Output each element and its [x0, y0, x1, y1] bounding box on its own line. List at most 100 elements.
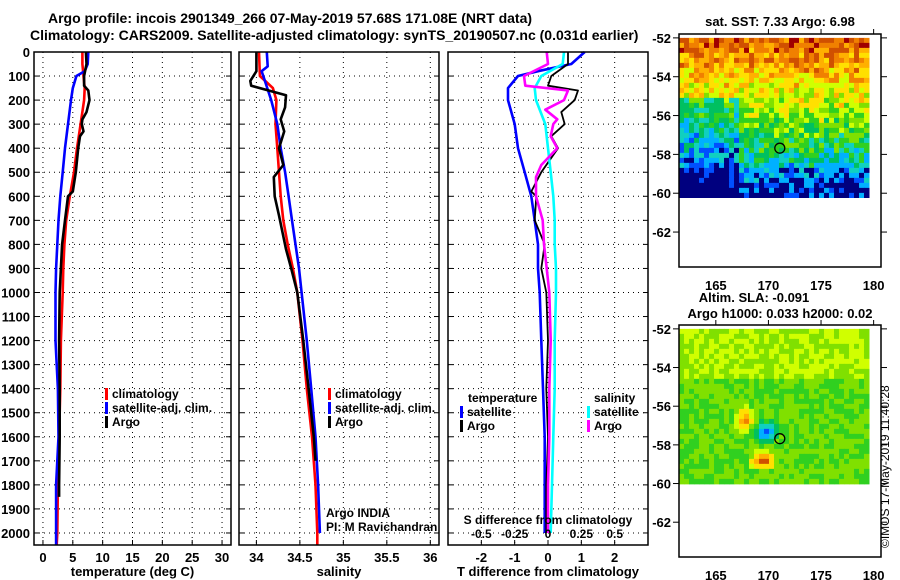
heatmap-cell — [694, 373, 700, 380]
heatmap-cell — [754, 438, 760, 445]
heatmap-cell — [779, 187, 785, 194]
heatmap-cell — [749, 142, 755, 149]
heatmap-cell — [679, 473, 685, 480]
heatmap-cell — [714, 428, 720, 435]
heatmap-cell — [854, 468, 860, 475]
profile-panel-temperature: 0100200300400500600700800900100011001200… — [1, 45, 232, 579]
heatmap-cell — [774, 438, 780, 445]
heatmap-cell — [859, 393, 865, 400]
heatmap-cell — [759, 383, 765, 390]
heatmap-cell — [779, 348, 785, 355]
heatmap-cell — [834, 167, 840, 174]
heatmap-cell — [694, 127, 700, 134]
heatmap-cell — [859, 423, 865, 430]
heatmap-cell — [819, 102, 825, 109]
heatmap-cell — [844, 338, 850, 345]
heatmap-cell — [719, 433, 725, 440]
heatmap-cell — [704, 338, 710, 345]
heatmap-cell — [719, 403, 725, 410]
heatmap-cell — [744, 383, 750, 390]
heatmap-cell — [729, 187, 735, 194]
heatmap-cell — [759, 343, 765, 350]
heatmap-cell — [724, 172, 730, 179]
heatmap-cell — [744, 157, 750, 164]
heatmap-cell — [699, 338, 705, 345]
heatmap-cell — [719, 82, 725, 89]
heatmap-cell — [829, 187, 835, 194]
heatmap-cell — [804, 142, 810, 149]
heatmap-cell — [794, 468, 800, 475]
heatmap-cell — [744, 428, 750, 435]
heatmap-cell — [789, 458, 795, 465]
heatmap-cell — [709, 162, 715, 169]
heatmap-cell — [809, 137, 815, 144]
series-line-temperature-satellite — [506, 51, 586, 533]
heatmap-cell — [859, 468, 865, 475]
heatmap-cell — [714, 413, 720, 420]
heatmap-cell — [864, 478, 870, 485]
heatmap-cell — [799, 393, 805, 400]
heatmap-cell — [729, 363, 735, 370]
heatmap-cell — [684, 112, 690, 119]
heatmap-cell — [779, 428, 785, 435]
heatmap-cell — [734, 403, 740, 410]
heatmap-cell — [714, 157, 720, 164]
heatmap-cell — [819, 458, 825, 465]
heatmap-cell — [799, 473, 805, 480]
heatmap-cell — [859, 77, 865, 84]
y-tick-label: 700 — [8, 213, 30, 228]
heatmap-cell — [784, 132, 790, 139]
secondary-tick-label: -0.5 — [471, 527, 492, 541]
heatmap-cell — [864, 443, 870, 450]
x-tick-label: 35.5 — [374, 550, 399, 565]
heatmap-cell — [849, 413, 855, 420]
heatmap-cell — [859, 338, 865, 345]
heatmap-cell — [814, 478, 820, 485]
heatmap-cell — [774, 333, 780, 340]
heatmap-cell — [849, 438, 855, 445]
heatmap-cell — [839, 428, 845, 435]
heatmap-cell — [844, 443, 850, 450]
heatmap-cell — [719, 393, 725, 400]
heatmap-cell — [769, 458, 775, 465]
heatmap-cell — [834, 423, 840, 430]
heatmap-cell — [719, 62, 725, 69]
heatmap-cell — [834, 77, 840, 84]
heatmap-cell — [679, 62, 685, 69]
heatmap-cell — [719, 157, 725, 164]
heatmap-cell — [819, 57, 825, 64]
heatmap-cell — [769, 463, 775, 470]
heatmap-cell — [729, 353, 735, 360]
heatmap-cell — [754, 92, 760, 99]
heatmap-cell — [724, 42, 730, 49]
heatmap-cell — [864, 182, 870, 189]
heatmap-cell — [814, 42, 820, 49]
heatmap-cell — [764, 187, 770, 194]
heatmap-cell — [769, 453, 775, 460]
heatmap-cell — [769, 107, 775, 114]
heatmap-cell — [804, 72, 810, 79]
heatmap-cell — [694, 57, 700, 64]
heatmap-cell — [749, 383, 755, 390]
heatmap-cell — [819, 473, 825, 480]
heatmap-cell — [809, 192, 815, 198]
heatmap-cell — [694, 72, 700, 79]
heatmap-cell — [809, 177, 815, 184]
heatmap-cell — [729, 37, 735, 44]
heatmap-cell — [699, 37, 705, 44]
heatmap-cell — [809, 428, 815, 435]
heatmap-cell — [694, 393, 700, 400]
heatmap-cell — [679, 127, 685, 134]
heatmap-cell — [779, 378, 785, 385]
heatmap-cell — [824, 338, 830, 345]
heatmap-cell — [789, 438, 795, 445]
heatmap-cell — [699, 142, 705, 149]
heatmap-cell — [829, 182, 835, 189]
legend-label: satellite-adj. clim. — [335, 401, 435, 415]
heatmap-cell — [694, 47, 700, 54]
heatmap-cell — [744, 152, 750, 159]
heatmap-cell — [779, 172, 785, 179]
heatmap-cell — [809, 453, 815, 460]
heatmap-cell — [804, 62, 810, 69]
heatmap-cell — [864, 393, 870, 400]
